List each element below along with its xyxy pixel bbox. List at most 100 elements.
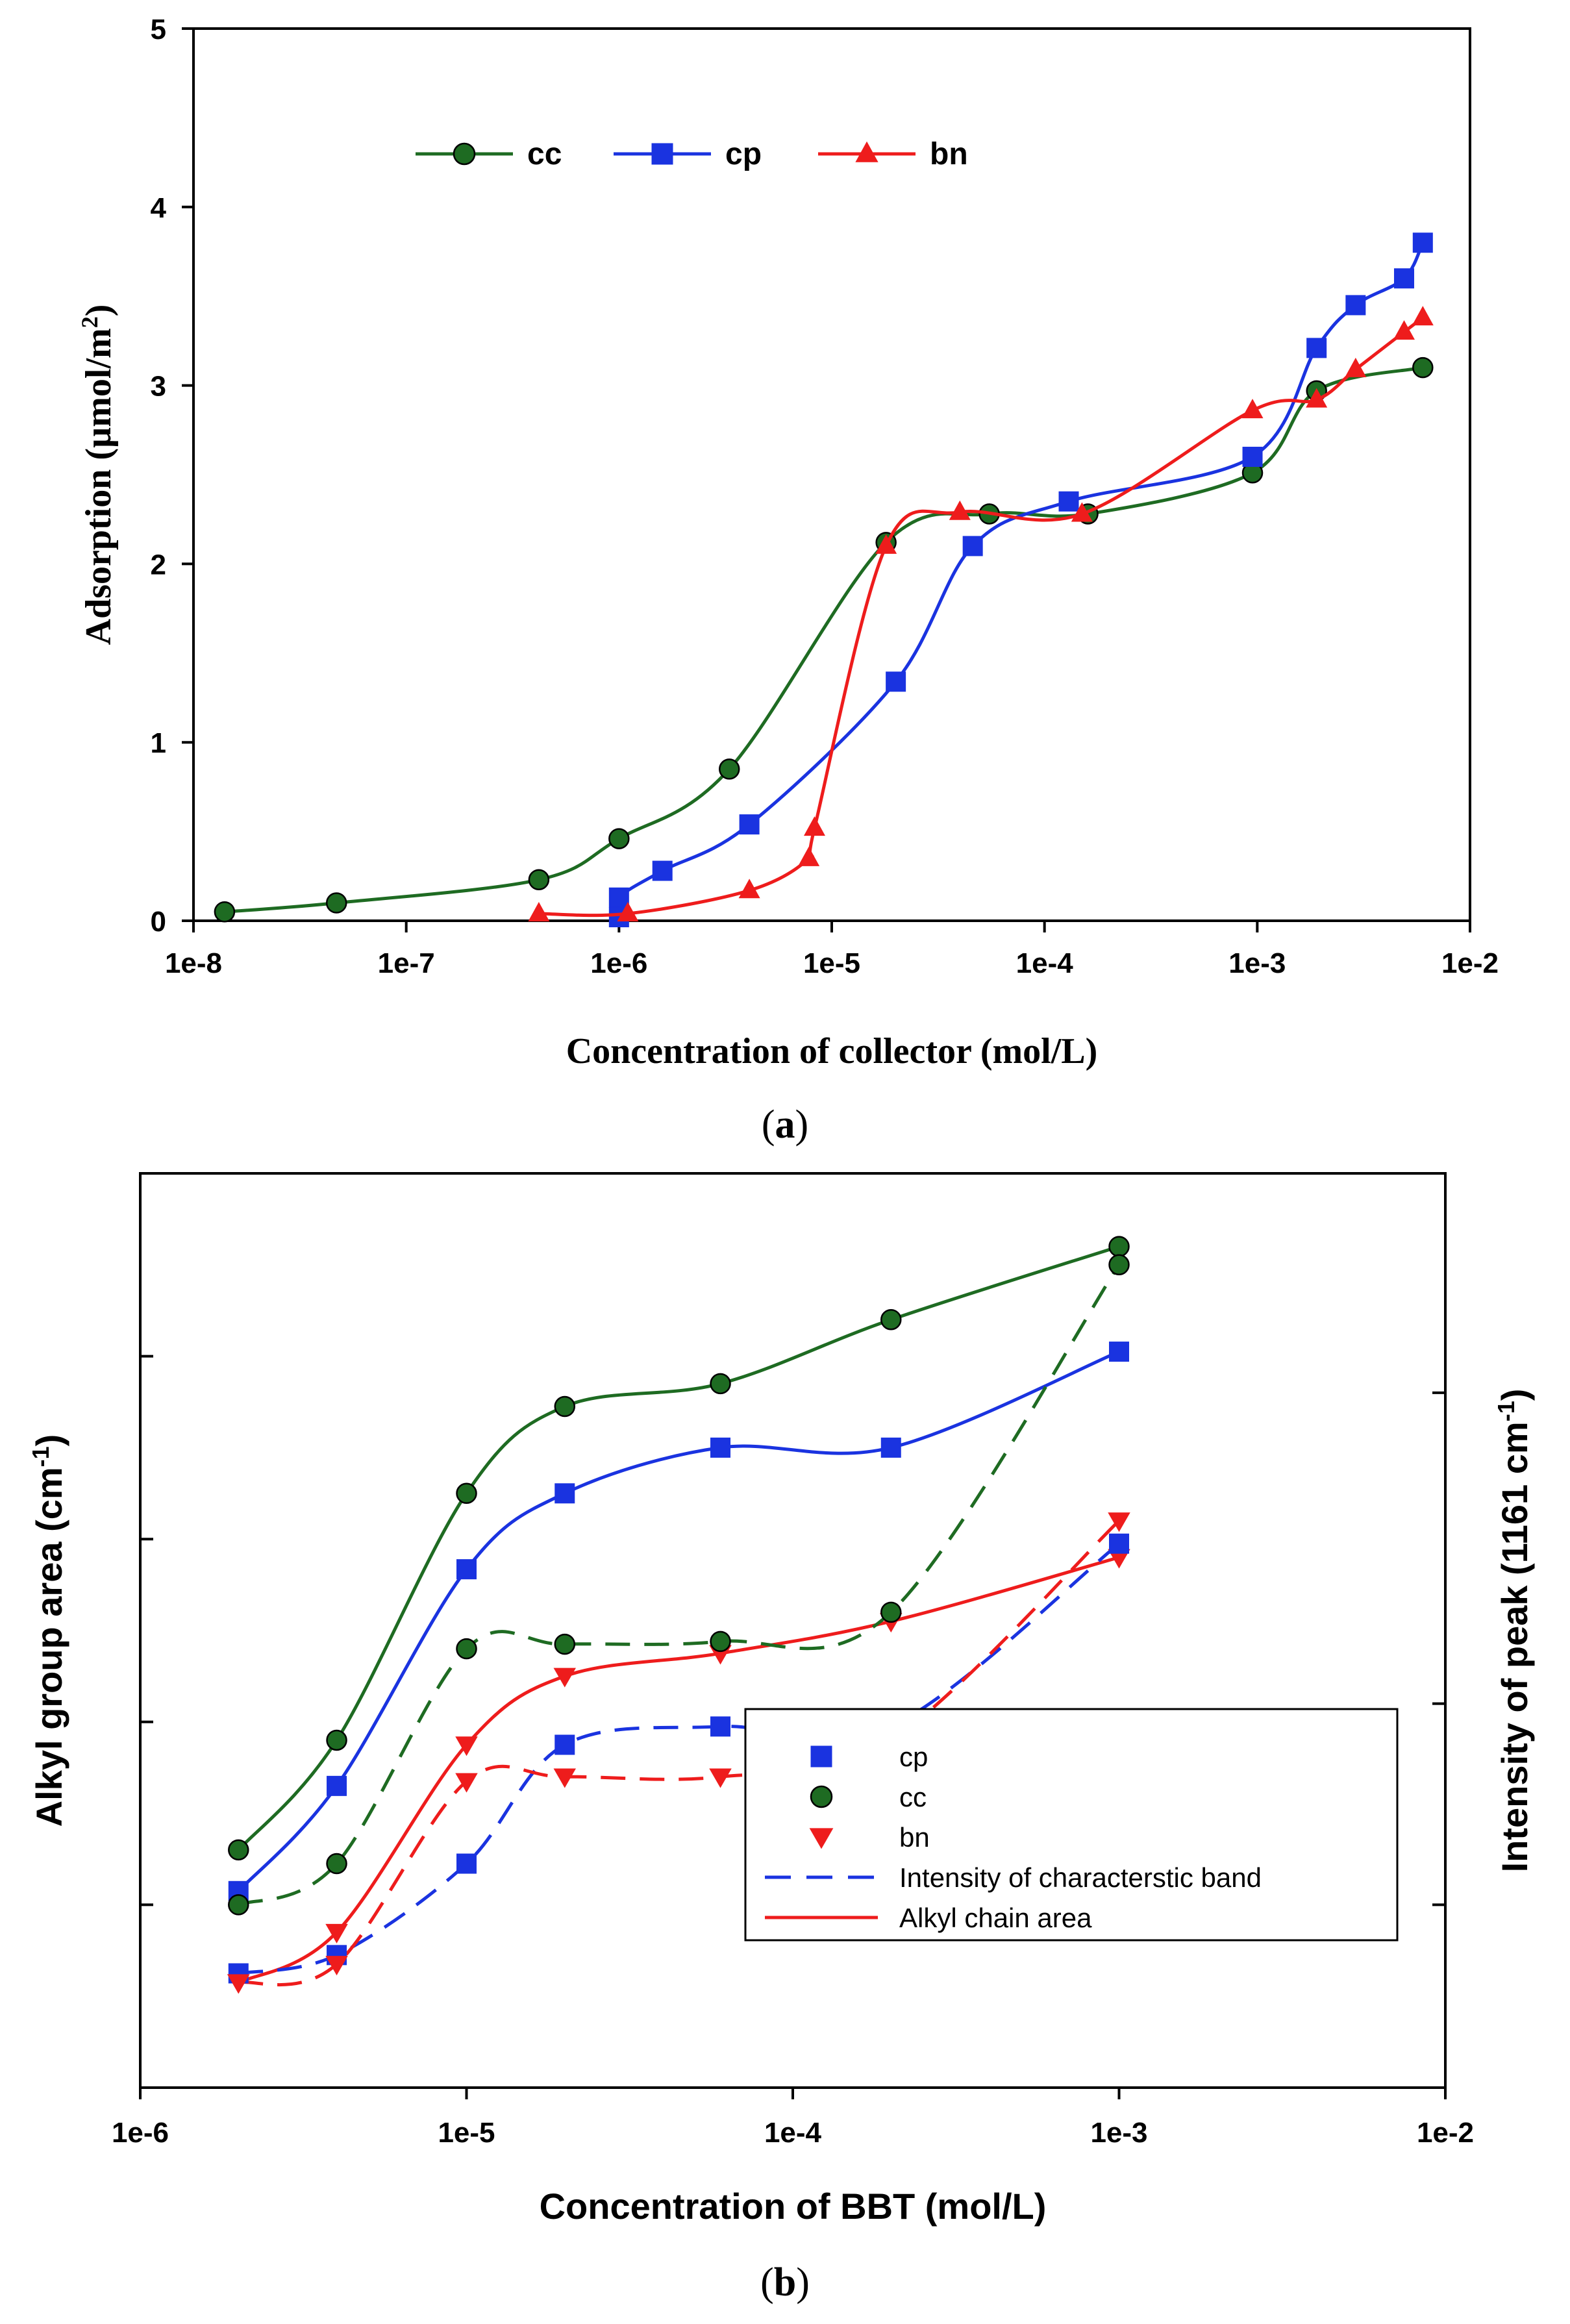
panel-a-marker-bn bbox=[1393, 320, 1415, 340]
panel-a-y-axis-label-main: Adsorption (µmol/m bbox=[79, 328, 119, 645]
panel-a-marker-cp bbox=[962, 536, 983, 556]
panel-b-marker bbox=[710, 1716, 731, 1737]
panel-b-series-line bbox=[238, 1555, 1120, 1984]
panel-a-marker-cp bbox=[652, 860, 673, 881]
panel-b-caption-close: ) bbox=[796, 2260, 810, 2305]
panel-b-series bbox=[227, 1236, 1130, 1994]
panel-a-caption-letter: a bbox=[775, 1103, 795, 1147]
panel-b-marker bbox=[1108, 1512, 1130, 1532]
panel-a-marker-bn bbox=[803, 816, 825, 836]
panel-b-marker bbox=[553, 1668, 577, 1688]
panel-b-left-y-axis-label-end: ) bbox=[29, 1434, 69, 1447]
panel-a-marker-cp bbox=[1242, 447, 1263, 468]
panel-b-ticks: 1e-6 1e-5 1e-4 1e-3 1e-2 bbox=[112, 1355, 1474, 2149]
panel-b-marker bbox=[325, 1923, 348, 1943]
panel-a-marker-bn bbox=[1412, 306, 1434, 326]
panel-b-left-y-axis-label-main: Alkyl group area (cm bbox=[29, 1467, 69, 1827]
panel-b-marker bbox=[880, 1601, 902, 1623]
panel-a-x-axis-label: Concentration of collector (mol/L) bbox=[566, 1031, 1098, 1071]
panel-b-right-y-axis-label-sup: -1 bbox=[1493, 1401, 1519, 1421]
panel-b-marker bbox=[326, 1729, 347, 1751]
panel-a-marker-cc bbox=[718, 758, 740, 780]
panel-a-caption: (a) bbox=[762, 1103, 808, 1147]
panel-b-marker bbox=[1109, 1342, 1129, 1362]
panel-a-x-tick-label: 1e-5 bbox=[803, 947, 860, 979]
panel-a-x-tick-label: 1e-4 bbox=[1016, 947, 1074, 979]
panel-b-marker bbox=[325, 1956, 348, 1976]
panel-b-legend-label: Alkyl chain area bbox=[899, 1903, 1092, 1933]
panel-b-marker bbox=[327, 1775, 347, 1796]
panel-b-marker bbox=[227, 1974, 250, 1994]
panel-b-legend: cp cc bn Intensity of characterstic band Alk… bbox=[744, 1708, 1399, 1942]
panel-a-legend-marker-cp bbox=[651, 143, 673, 165]
panel-a-x-tick-label: 1e-6 bbox=[590, 947, 647, 979]
panel-b-legend-marker-cc bbox=[810, 1785, 833, 1808]
panel-a-legend-label-cp: cp bbox=[725, 137, 762, 171]
panel-a-marker-bn bbox=[1306, 388, 1328, 408]
panel-b-marker bbox=[455, 1736, 478, 1756]
panel-b-x-tick-label: 1e-2 bbox=[1417, 2117, 1474, 2149]
panel-a-marker-bn bbox=[1241, 399, 1264, 419]
panel-b-marker bbox=[710, 1373, 731, 1395]
panel-a-y-axis-label-end: ) bbox=[79, 305, 119, 317]
panel-a-marker-cp bbox=[1393, 268, 1414, 289]
panel-a-marker-bn bbox=[949, 500, 971, 520]
panel-a-marker-cc bbox=[325, 892, 347, 914]
panel-b-legend-label: cp bbox=[899, 1742, 928, 1772]
panel-a-marker-bn bbox=[617, 902, 639, 922]
panel-a-marker-bn bbox=[528, 902, 550, 922]
panel-b-marker bbox=[228, 1894, 249, 1916]
panel-a-y-tick-label: 2 bbox=[151, 549, 166, 581]
panel-b-legend-label: cc bbox=[899, 1782, 927, 1812]
panel-b-marker bbox=[554, 1483, 575, 1504]
panel-a-marker-cp bbox=[1345, 295, 1366, 316]
panel-b-marker bbox=[1108, 1236, 1130, 1257]
panel-b-right-y-axis-label-main: Intensity of peak (1161 cm bbox=[1494, 1421, 1535, 1872]
panel-a-x-tick-label: 1e-3 bbox=[1228, 947, 1286, 979]
panel-b-x-axis-label: Concentration of BBT (mol/L) bbox=[540, 2186, 1047, 2227]
panel-b-marker bbox=[228, 1839, 249, 1861]
panel-a-series-line-cp bbox=[614, 242, 1425, 918]
panel-a-marker-cp bbox=[1306, 338, 1327, 358]
panel-b-series-line bbox=[238, 1519, 1121, 1987]
panel-b-marker bbox=[880, 1437, 901, 1458]
panel-a-marker-cc bbox=[1412, 356, 1434, 379]
panel-b-marker bbox=[553, 1768, 577, 1788]
panel-b-left-y-axis-label-sup: -1 bbox=[27, 1446, 54, 1467]
panel-a-marker-cp bbox=[608, 887, 629, 908]
panel-b-marker bbox=[554, 1633, 576, 1655]
panel-b-marker bbox=[1109, 1533, 1129, 1554]
panel-a-marker-bn bbox=[875, 534, 897, 554]
panel-b-marker bbox=[710, 1631, 731, 1653]
panel-a-y-tick-label: 5 bbox=[151, 14, 166, 45]
panel-b-marker bbox=[880, 1309, 902, 1331]
panel-a-series-line-cc bbox=[224, 366, 1423, 914]
panel-b-x-tick-label: 1e-6 bbox=[112, 2117, 169, 2149]
panel-b-caption-open: ( bbox=[760, 2260, 774, 2305]
panel-b-x-tick-label: 1e-3 bbox=[1090, 2117, 1147, 2149]
panel-b-marker bbox=[456, 1853, 477, 1874]
panel-b-marker bbox=[1108, 1254, 1130, 1276]
panel-a-marker-cp bbox=[1412, 232, 1433, 253]
panel-a-marker-cc bbox=[608, 828, 630, 849]
panel-b-right-y-axis-label: Intensity of peak (1161 cm-1) bbox=[1493, 1389, 1535, 1873]
panel-b-marker bbox=[554, 1395, 576, 1418]
panel-b-series-line bbox=[238, 1542, 1121, 1975]
panel-b-left-y-axis-label: Alkyl group area (cm-1) bbox=[27, 1434, 69, 1827]
panel-b-marker bbox=[455, 1773, 478, 1793]
panel-b-series-line bbox=[238, 1264, 1121, 1906]
panel-a-marker-bn bbox=[738, 879, 760, 899]
panel-b-marker bbox=[456, 1482, 477, 1505]
panel-a-caption-close: ) bbox=[795, 1103, 809, 1147]
panel-b-chart: 1e-6 1e-5 1e-4 1e-3 1e-2 cp cc bn Intensity of … bbox=[27, 1172, 1535, 2305]
panel-a-marker-bn bbox=[1071, 502, 1093, 522]
panel-a-legend-marker-cc bbox=[453, 142, 476, 166]
panel-b-caption: (b) bbox=[760, 2260, 810, 2305]
panel-a-y-tick-label: 4 bbox=[151, 192, 167, 224]
panel-a-legend-marker-bn bbox=[855, 141, 878, 162]
panel-b-marker bbox=[709, 1768, 732, 1788]
panel-a-y-tick-label: 3 bbox=[151, 371, 166, 403]
panel-a-marker-cp bbox=[739, 814, 760, 835]
panel-a-series bbox=[214, 232, 1434, 928]
